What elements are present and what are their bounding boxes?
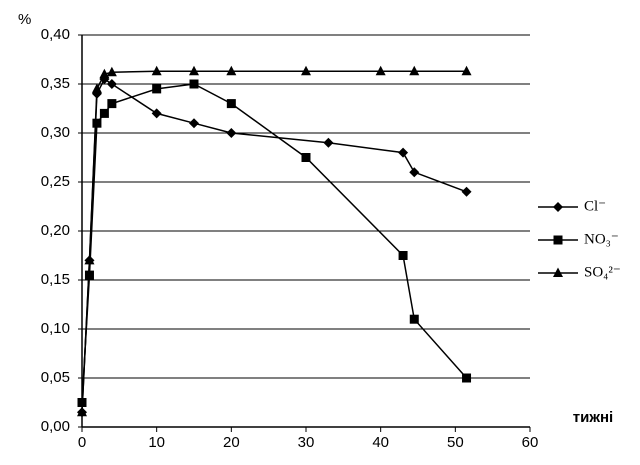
y-tick-label: 0,15	[41, 271, 70, 288]
x-tick-label: 40	[372, 434, 389, 451]
y-tick-label: 0,35	[41, 75, 70, 92]
legend-label: NO₃⁻	[584, 231, 619, 247]
series-line	[81, 83, 468, 403]
y-tick-label: 0,20	[41, 222, 70, 239]
marker	[301, 153, 311, 162]
y-tick-label: 0,10	[41, 320, 70, 337]
marker	[398, 147, 409, 158]
y-tick-label: 0,00	[41, 418, 70, 435]
marker	[84, 254, 95, 265]
marker	[398, 251, 408, 260]
x-axis-label: тижні	[573, 409, 613, 426]
marker	[91, 83, 102, 93]
y-tick-label: 0,30	[41, 124, 70, 141]
marker	[553, 267, 563, 277]
marker	[226, 99, 236, 109]
marker	[77, 406, 87, 417]
marker	[106, 66, 117, 77]
legend-label: Cl⁻	[584, 198, 606, 214]
y-axis-label: %	[18, 11, 31, 28]
x-tick-label: 20	[223, 434, 240, 451]
x-tick-label: 10	[148, 434, 165, 451]
y-tick-label: 0,40	[41, 26, 70, 43]
series-line	[81, 70, 467, 413]
marker	[99, 68, 110, 79]
marker	[409, 314, 419, 324]
x-tick-label: 30	[298, 434, 315, 451]
marker	[409, 167, 420, 178]
marker	[461, 186, 472, 197]
marker	[323, 137, 334, 148]
marker	[553, 202, 563, 212]
marker	[92, 118, 102, 128]
marker	[189, 79, 199, 89]
series-line	[81, 78, 467, 413]
marker	[409, 65, 420, 76]
marker	[301, 65, 311, 76]
marker	[462, 373, 472, 383]
marker	[226, 65, 237, 76]
marker	[375, 65, 386, 76]
x-tick-label: 50	[447, 434, 464, 451]
marker	[226, 128, 237, 138]
marker	[461, 65, 472, 76]
marker	[189, 65, 199, 76]
marker	[107, 99, 117, 109]
marker	[99, 108, 109, 118]
y-tick-label: 0,25	[41, 173, 70, 190]
marker	[151, 108, 162, 119]
x-tick-label: 60	[522, 434, 539, 451]
marker	[151, 65, 162, 76]
marker	[152, 84, 162, 94]
marker	[553, 235, 563, 245]
y-tick-label: 0,05	[41, 369, 70, 386]
marker	[106, 79, 117, 89]
marker	[189, 118, 199, 129]
legend-label: SO₄²⁻	[584, 264, 621, 280]
x-tick-label: 0	[78, 434, 86, 451]
